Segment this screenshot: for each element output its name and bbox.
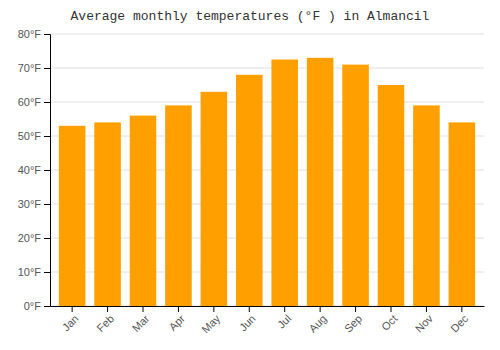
grid-line [50,68,484,69]
x-tick-mark [143,306,144,312]
chart-container: 0°F 10°F 20°F 30°F 40°F 50°F 60°F 70°F 80°F Jan Fe… [0,0,500,350]
x-tick: Dec [448,306,471,335]
x-tick: Oct [379,306,400,333]
x-tick-mark [355,306,356,312]
bar [307,58,334,306]
x-tick-mark [249,306,250,312]
x-tick-label: Mar [130,312,152,334]
x-tick-mark [391,306,392,312]
y-tick: 40°F [18,164,50,176]
y-tick-mark [44,238,50,239]
bars [59,58,475,306]
y-tick: 30°F [18,198,50,210]
bar [130,116,157,306]
bar [59,126,86,306]
y-tick-label: 60°F [18,96,42,108]
y-tick: 60°F [18,96,50,108]
y-tick: 20°F [18,232,50,244]
bar [449,122,476,306]
y-axis-line [44,35,51,307]
y-tick-label: 70°F [18,62,42,74]
grid-line [50,102,484,103]
y-tick-mark [44,136,50,137]
x-tick-label: Feb [94,312,116,334]
x-tick-mark [213,306,214,312]
x-tick-label: May [199,312,223,336]
x-tick: Apr [166,306,187,333]
y-tick-mark [44,34,50,35]
x-tick: Jul [275,306,293,331]
y-tick-mark [44,68,50,69]
x-tick: Nov [413,306,436,335]
bar [165,105,192,306]
x-tick-mark [72,306,73,312]
x-tick-mark [178,306,179,312]
x-tick-mark [320,306,321,312]
x-tick: Aug [306,306,328,335]
x-tick-label: Aug [306,312,328,334]
y-tick-mark [44,306,50,307]
y-tick: 70°F [18,62,50,74]
y-tick-label: 30°F [18,198,42,210]
x-tick-label: Jan [60,312,81,333]
y-axis: 0°F 10°F 20°F 30°F 40°F 50°F 60°F 70°F 80°F [18,28,51,312]
x-tick-label: Dec [448,312,471,335]
y-tick-label: 40°F [18,164,42,176]
y-tick-mark [44,102,50,103]
x-tick-label: Nov [413,312,436,335]
y-tick: 50°F [18,130,50,142]
bar [271,60,298,307]
y-tick-label: 0°F [24,300,42,312]
y-tick: 10°F [18,266,50,278]
x-tick-mark [461,306,462,312]
y-tick: 0°F [24,300,50,312]
y-tick-mark [44,170,50,171]
x-tick-label: Sep [342,312,364,334]
bar [236,75,263,306]
x-tick: Jun [237,306,258,333]
y-tick-label: 80°F [18,28,42,40]
bar [378,85,405,306]
grid [50,34,484,306]
grid-line [50,34,484,35]
chart-svg: 0°F 10°F 20°F 30°F 40°F 50°F 60°F 70°F 80°F Jan Fe… [0,0,500,350]
x-tick-label: Jul [275,312,293,330]
x-tick-mark [284,306,285,312]
x-axis: Jan Feb Mar Apr May Jun Jul Aug Sep Oct Nov Dec [51,306,485,335]
x-tick: Jan [60,306,81,333]
bar [201,92,228,306]
y-tick-mark [44,272,50,273]
plot-area: 0°F 10°F 20°F 30°F 40°F 50°F 60°F 70°F 80°F Jan Fe… [18,28,485,335]
x-axis-line [51,306,485,307]
y-tick-label: 50°F [18,130,42,142]
x-tick-label: Jun [237,312,258,333]
y-tick-label: 20°F [18,232,42,244]
bar [94,122,121,306]
y-tick-label: 10°F [18,266,42,278]
x-tick-mark [426,306,427,312]
chart-title: Average monthly temperatures (°F ) in Al… [71,9,430,24]
x-tick-label: Oct [379,312,400,333]
y-tick: 80°F [18,28,50,40]
bar [342,65,369,306]
x-tick-mark [107,306,108,312]
y-tick-mark [44,204,50,205]
x-tick: Mar [130,306,152,334]
x-tick: Feb [94,306,116,334]
bar [413,105,440,306]
x-tick-label: Apr [166,312,187,333]
x-tick: Sep [342,306,364,335]
x-tick: May [199,306,223,335]
